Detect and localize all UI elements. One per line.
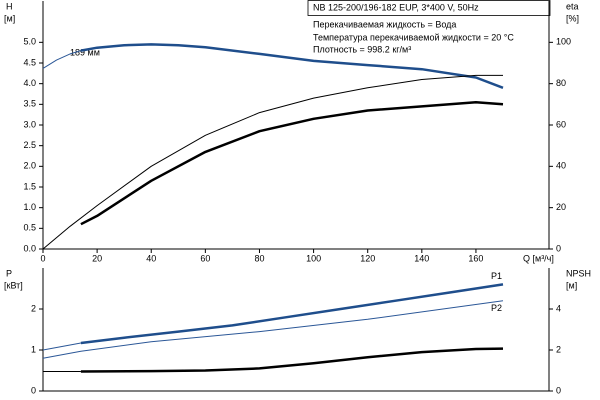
annotation: Температура перекачиваемой жидкости = 20… (313, 32, 514, 42)
annotation: 189 мм (70, 47, 100, 57)
x-axis-label: Q [м³/ч] (523, 253, 554, 263)
x-tick-label: 140 (414, 253, 429, 263)
y2-axis-label: eta (566, 1, 579, 11)
y2-tick-label: 0 (556, 385, 561, 395)
y-tick-label: 2.0 (23, 161, 36, 171)
curve (42, 50, 82, 69)
y2-tick-label: 4 (556, 303, 561, 313)
curve (42, 342, 81, 351)
chart-title: NB 125-200/196-182 EUP, 3*400 V, 50Hz (313, 2, 479, 12)
curve (80, 347, 504, 373)
curve (42, 300, 504, 359)
y2-axis-unit: [%] (566, 13, 579, 23)
curve (80, 43, 504, 89)
y2-tick-label: 60 (556, 119, 566, 129)
y-axis-unit: [кВт] (4, 280, 23, 290)
curve (42, 74, 503, 250)
y-axis-label: P (6, 268, 12, 278)
y2-tick-label: 80 (556, 78, 566, 88)
y-tick-label: 1 (31, 344, 36, 354)
y-axis-label: H (6, 1, 13, 11)
annotation: Перекачиваемая жидкость = Вода (313, 19, 456, 29)
y-tick-label: 2 (31, 303, 36, 313)
curve (80, 283, 504, 345)
y-tick-label: 3.5 (23, 99, 36, 109)
annotation: Плотность = 998.2 кг/м³ (313, 44, 411, 54)
y-tick-label: 3.0 (23, 119, 36, 129)
y-tick-label: 1.0 (23, 202, 36, 212)
y-tick-label: 1.5 (23, 181, 36, 191)
x-tick-label: 160 (468, 253, 483, 263)
x-tick-label: 60 (200, 253, 210, 263)
y2-tick-label: 100 (556, 37, 571, 47)
series-label: P1 (491, 271, 502, 281)
x-tick-label: 80 (254, 253, 264, 263)
y-tick-label: 0.5 (23, 223, 36, 233)
y-axis-unit: [м] (4, 13, 15, 23)
x-tick-label: 120 (360, 253, 375, 263)
y-tick-label: 0 (31, 385, 36, 395)
y-tick-label: 5.0 (23, 37, 36, 47)
y2-tick-label: 0 (556, 243, 561, 253)
title-box (307, 0, 551, 16)
y-tick-label: 4.5 (23, 57, 36, 67)
y2-axis-unit: [м] (566, 280, 577, 290)
y-tick-label: 0.0 (23, 243, 36, 253)
y2-tick-label: 2 (556, 344, 561, 354)
x-tick-label: 0 (40, 253, 45, 263)
curve (80, 101, 504, 226)
y-tick-label: 2.5 (23, 140, 36, 150)
series-label: P2 (491, 303, 502, 313)
y2-tick-label: 20 (556, 202, 566, 212)
x-tick-label: 20 (92, 253, 102, 263)
x-tick-label: 100 (306, 253, 321, 263)
x-tick-label: 40 (146, 253, 156, 263)
y2-tick-label: 40 (556, 161, 566, 171)
y2-axis-label: NPSH (566, 268, 591, 278)
y-tick-label: 4.0 (23, 78, 36, 88)
